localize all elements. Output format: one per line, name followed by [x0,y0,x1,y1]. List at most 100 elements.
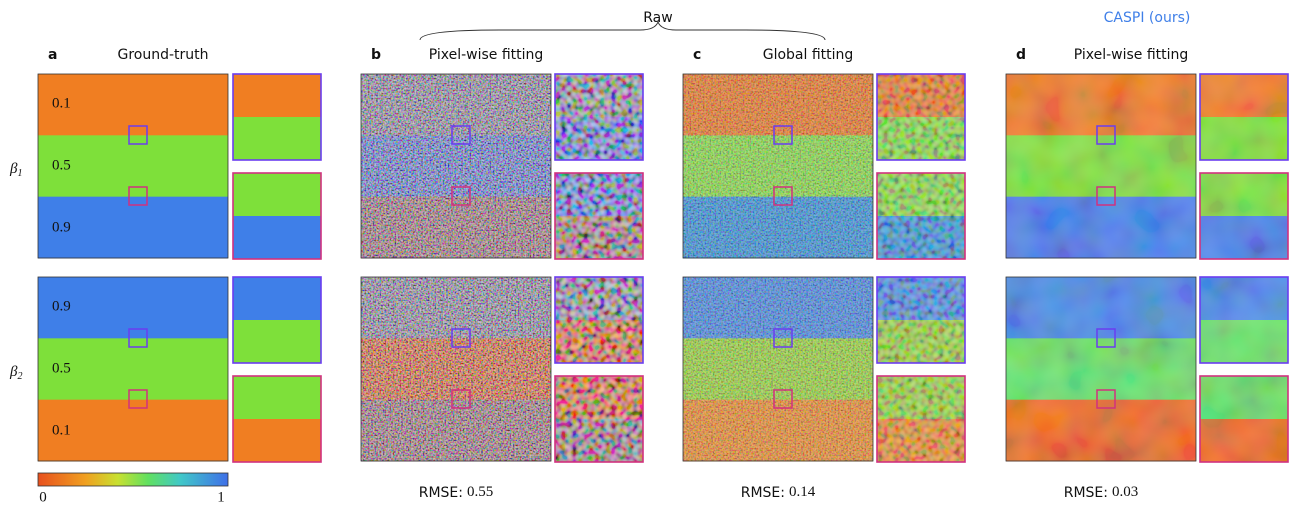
panel-letter: a [48,47,57,63]
roi-box [773,125,793,145]
zoom-frame [876,375,966,463]
zoom-frame [1199,73,1289,161]
zoom-noise [555,173,643,259]
raw-label: Raw [643,10,672,26]
map-frame [682,73,874,259]
zoom-frame [1199,375,1289,463]
map-noise [683,74,873,258]
region-value: 0.9 [52,219,71,235]
zoom-frame [232,276,322,364]
zoom-frame [554,375,644,463]
zoom-band [233,173,321,217]
roi-box [1096,328,1116,348]
rmse-label: RMSE: [419,485,463,501]
map-band [38,399,228,462]
zoom-band [233,320,321,364]
rmse-value: 0.14 [789,484,816,500]
roi-box [1096,186,1116,206]
zoom-frame [876,276,966,364]
panel-letter: b [371,47,381,63]
colorbar-max: 1 [217,489,225,505]
colorbar-min: 0 [39,489,47,505]
roi-box [773,389,793,409]
zoom-frame [1199,276,1289,364]
panel-title: Global fitting [763,47,854,63]
map-frame [360,276,552,462]
roi-box [1096,125,1116,145]
zoom-noise [877,376,965,462]
zoom-band [233,277,321,321]
zoom-noise [555,277,643,363]
zoom-noise [1200,277,1288,363]
roi-box [128,328,148,348]
roi-box [451,125,471,145]
row-label: β2 [9,364,22,382]
map-noise [683,277,873,461]
zoom-frame [232,73,322,161]
panel-letter: c [693,47,701,63]
zoom-band [233,74,321,118]
zoom-frame [876,73,966,161]
zoom-noise [1200,376,1288,462]
zoom-band [233,419,321,463]
map-noise [1006,277,1196,461]
roi-box [128,389,148,409]
zoom-band [233,376,321,420]
colorbar [37,472,229,487]
map-frame [1005,73,1197,259]
zoom-frame [232,172,322,260]
row-subscript: 1 [17,168,22,179]
map-noise [1006,74,1196,258]
zoom-band [233,117,321,161]
region-value: 0.5 [52,157,71,173]
roi-box [128,186,148,206]
method-label: CASPI (ours) [1104,10,1191,26]
roi-box [773,186,793,206]
zoom-frame [554,73,644,161]
map-frame [1005,276,1197,462]
row-symbol: β [9,161,18,177]
rmse: RMSE: 0.14 [741,484,816,501]
rmse-value: 0.55 [467,484,493,500]
map-noise [361,277,551,461]
panel-letter: d [1016,47,1026,63]
roi-box [451,389,471,409]
zoom-frame [554,276,644,364]
region-value: 0.9 [52,298,71,314]
zoom-noise [1200,173,1288,259]
zoom-noise [877,277,965,363]
map-frame [360,73,552,259]
zoom-frame [1199,172,1289,260]
row-subscript: 2 [17,371,22,382]
panel-title: Pixel-wise fitting [429,47,544,63]
rmse-value: 0.03 [1112,484,1138,500]
zoom-noise [877,74,965,160]
rmse-label: RMSE: [741,485,785,501]
roi-box [1096,389,1116,409]
roi-box [451,186,471,206]
map-frame [37,276,229,462]
map-noise [361,74,551,258]
brace [419,20,826,41]
rmse-label: RMSE: [1064,485,1108,501]
roi-box [128,125,148,145]
roi-box [773,328,793,348]
zoom-frame [232,375,322,463]
zoom-frame [876,172,966,260]
roi-box [451,328,471,348]
rmse: RMSE: 0.03 [1064,484,1139,501]
panel-title: Ground-truth [117,47,208,63]
panel-title: Pixel-wise fitting [1074,47,1189,63]
map-frame [682,276,874,462]
rmse: RMSE: 0.55 [419,484,494,501]
row-symbol: β [9,364,18,380]
zoom-band [233,216,321,260]
region-value: 0.5 [52,360,71,376]
map-band [38,196,228,259]
region-value: 0.1 [52,95,71,111]
row-label: β1 [9,161,22,179]
zoom-frame [554,172,644,260]
zoom-noise [1200,74,1288,160]
